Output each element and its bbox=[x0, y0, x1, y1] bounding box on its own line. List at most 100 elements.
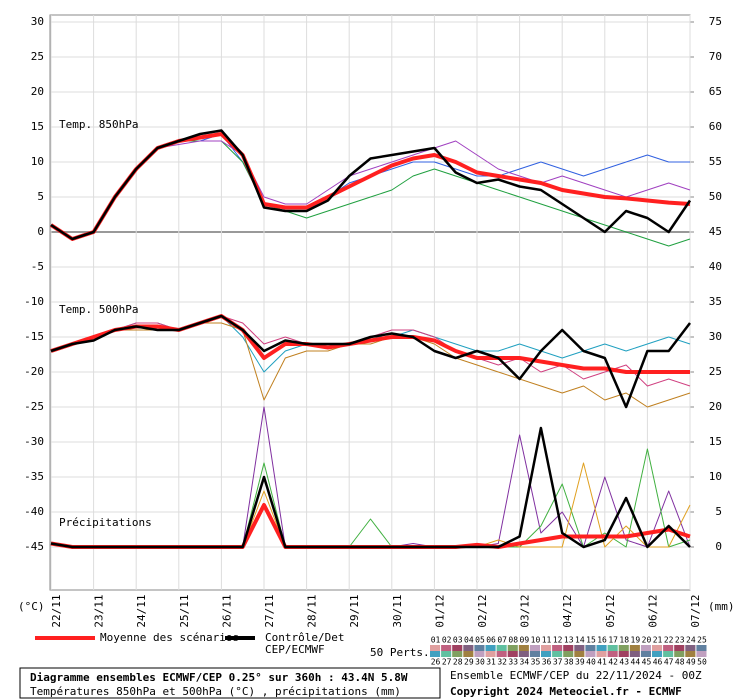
pert-label: 18 bbox=[619, 636, 629, 645]
pert-swatch bbox=[618, 651, 629, 657]
y-tick-label: -40 bbox=[24, 505, 44, 518]
pert-swatch bbox=[685, 645, 696, 651]
footer-subtitle: Températures 850hPa et 500hPa (°C) , pré… bbox=[30, 685, 401, 698]
pert-label: 26 bbox=[431, 658, 441, 667]
pert-label: 50 bbox=[697, 658, 707, 667]
pert-swatch bbox=[640, 645, 651, 651]
pert-swatch bbox=[441, 651, 452, 657]
pert-label: 05 bbox=[475, 636, 485, 645]
series-line bbox=[50, 314, 691, 409]
pert-label: 11 bbox=[542, 636, 552, 645]
pert-label: 08 bbox=[508, 636, 518, 645]
footer-box bbox=[19, 667, 441, 699]
y-tick-label: 30 bbox=[31, 15, 44, 28]
y-axis-label: (°C) bbox=[18, 600, 45, 613]
pert-swatch bbox=[485, 651, 496, 657]
y2-tick-label: 20 bbox=[709, 400, 722, 413]
pert-swatch bbox=[574, 645, 585, 651]
y2-tick-label: 65 bbox=[709, 85, 722, 98]
x-tick-label: 30/11 bbox=[391, 594, 404, 627]
series-line bbox=[50, 129, 692, 241]
pert-swatch bbox=[496, 651, 507, 657]
x-tick-label: 07/12 bbox=[689, 594, 702, 627]
pert-label: 14 bbox=[575, 636, 585, 645]
x-tick-label: 22/11 bbox=[50, 594, 63, 627]
pert-label: 19 bbox=[631, 636, 641, 645]
x-tick-label: 23/11 bbox=[93, 594, 106, 627]
pert-swatch bbox=[452, 645, 463, 651]
y-tick-label: -20 bbox=[24, 365, 44, 378]
y2-tick-label: 15 bbox=[709, 435, 722, 448]
y-tick-label: -10 bbox=[24, 295, 44, 308]
pert-label: 32 bbox=[497, 658, 507, 667]
series-line bbox=[50, 314, 690, 374]
y2-tick-label: 45 bbox=[709, 225, 722, 238]
pert-swatch bbox=[696, 651, 707, 657]
x-tick-label: 06/12 bbox=[646, 594, 659, 627]
x-tick-label: 29/11 bbox=[348, 594, 361, 627]
x-tick-label: 26/11 bbox=[220, 594, 233, 627]
pert-label: 09 bbox=[520, 636, 530, 645]
y-tick-label: 25 bbox=[31, 50, 44, 63]
pert-swatch bbox=[674, 651, 685, 657]
pert-label: 30 bbox=[475, 658, 485, 667]
y2-tick-label: 40 bbox=[709, 260, 722, 273]
pert-swatch bbox=[529, 645, 540, 651]
panel-label: Précipitations bbox=[59, 516, 152, 529]
pert-label: 33 bbox=[508, 658, 518, 667]
pert-swatch bbox=[629, 645, 640, 651]
y2-tick-label: 70 bbox=[709, 50, 722, 63]
pert-swatch bbox=[430, 651, 441, 657]
pert-swatch bbox=[518, 651, 529, 657]
y-tick-label: -5 bbox=[31, 260, 44, 273]
pert-label: 41 bbox=[597, 658, 607, 667]
legend-label: CEP/ECMWF bbox=[265, 643, 325, 656]
pert-swatch bbox=[640, 651, 651, 657]
legend-label: Contrôle/Det bbox=[265, 631, 344, 644]
pert-swatch bbox=[574, 651, 585, 657]
y-tick-label: -45 bbox=[24, 540, 44, 553]
panel-label: Temp. 500hPa bbox=[59, 303, 138, 316]
y2-tick-label: 5 bbox=[715, 505, 722, 518]
pert-label: 20 bbox=[642, 636, 652, 645]
y2-tick-label: 10 bbox=[709, 470, 722, 483]
y-tick-label: 20 bbox=[31, 85, 44, 98]
pert-label: 16 bbox=[597, 636, 607, 645]
perts-label: 50 Perts. bbox=[370, 646, 430, 659]
pert-swatch bbox=[552, 645, 563, 651]
pert-label: 29 bbox=[464, 658, 474, 667]
pert-swatch bbox=[685, 651, 696, 657]
pert-swatch bbox=[596, 645, 607, 651]
pert-label: 04 bbox=[464, 636, 474, 645]
x-tick-label: 05/12 bbox=[604, 594, 617, 627]
pert-swatch bbox=[518, 645, 529, 651]
pert-label: 02 bbox=[442, 636, 452, 645]
pert-swatch bbox=[607, 645, 618, 651]
pert-swatch bbox=[485, 645, 496, 651]
y-tick-label: -25 bbox=[24, 400, 44, 413]
footer-run: Ensemble ECMWF/CEP du 22/11/2024 - 00Z bbox=[450, 669, 702, 682]
pert-label: 13 bbox=[564, 636, 574, 645]
pert-label: 38 bbox=[564, 658, 574, 667]
y2-tick-label: 0 bbox=[715, 540, 722, 553]
pert-swatch bbox=[507, 645, 518, 651]
y2-tick-label: 75 bbox=[709, 15, 722, 28]
pert-label: 47 bbox=[664, 658, 674, 667]
pert-swatch bbox=[474, 645, 485, 651]
pert-label: 25 bbox=[697, 636, 707, 645]
pert-label: 06 bbox=[486, 636, 496, 645]
y-tick-label: 15 bbox=[31, 120, 44, 133]
y-tick-label: -35 bbox=[24, 470, 44, 483]
pert-swatch bbox=[674, 645, 685, 651]
y-tick-label: 5 bbox=[37, 190, 44, 203]
pert-swatch bbox=[607, 651, 618, 657]
pert-label: 15 bbox=[586, 636, 596, 645]
pert-label: 46 bbox=[653, 658, 663, 667]
pert-swatch bbox=[563, 645, 574, 651]
y2-tick-label: 60 bbox=[709, 120, 722, 133]
pert-label: 22 bbox=[664, 636, 674, 645]
x-tick-label: 01/12 bbox=[433, 594, 446, 627]
x-tick-label: 24/11 bbox=[135, 594, 148, 627]
pert-swatch bbox=[507, 651, 518, 657]
pert-swatch bbox=[463, 645, 474, 651]
